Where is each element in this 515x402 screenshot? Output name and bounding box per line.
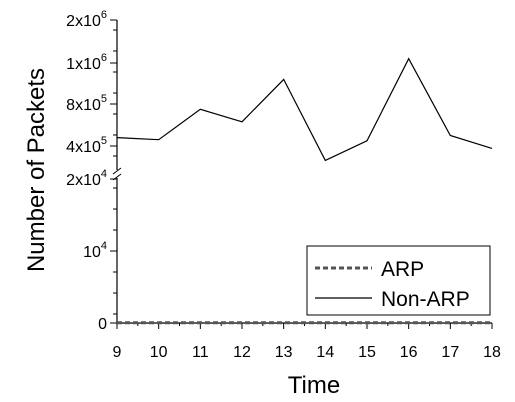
y-tick-label: 8x105 [66,93,107,114]
x-tick-label: 16 [400,344,418,361]
x-tick-label: 12 [233,344,251,361]
y-tick-label: 104 [83,240,107,261]
y-tick-label: 2x106 [66,9,107,30]
legend: ARP Non-ARP [306,245,491,316]
x-tick-label: 15 [358,344,376,361]
legend-label-arp: ARP [381,258,424,281]
y-tick-label: 2x104 [66,168,107,189]
series-lines [116,57,493,325]
ticks: 9 10 11 12 13 14 15 16 17 18 0 104 2x104 4x105 8x105 1x… [66,9,501,361]
x-tick-label: 9 [113,344,122,361]
y-tick-label: 0 [98,316,107,333]
x-tick-label: 13 [275,344,293,361]
x-tick-label: 11 [192,344,209,361]
x-tick-label: 14 [316,344,334,361]
legend-box [306,245,491,316]
x-tick-label: 17 [441,344,459,361]
legend-label-non-arp: Non-ARP [381,288,470,311]
x-axis-title: Time [288,372,340,399]
series-line-non-arp [116,57,493,162]
y-tick-label: 1x106 [66,52,107,73]
axis-break-mark-upper [112,167,122,175]
y-tick-label: 4x105 [66,135,107,156]
x-tick-label: 18 [483,344,501,361]
y-axis-title: Number of Packets [23,68,50,272]
x-tick-label: 10 [150,344,168,361]
